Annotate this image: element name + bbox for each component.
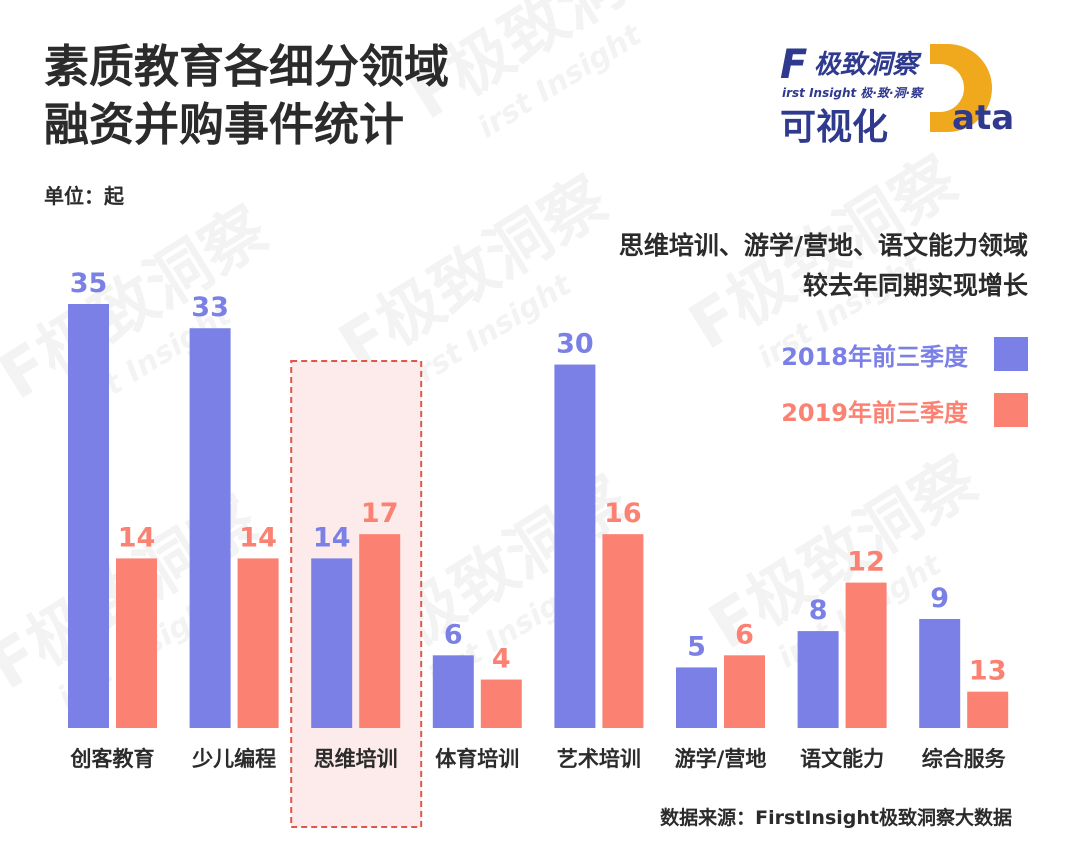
category-label-4: 艺术培训	[557, 747, 641, 771]
bar-2019-7	[967, 691, 1009, 728]
value-label-2018-6: 8	[809, 595, 828, 626]
value-label-2018-0: 35	[70, 268, 108, 299]
category-label-7: 综合服务	[922, 747, 1007, 771]
value-label-2019-0: 14	[118, 522, 156, 553]
annotation-line-1: 思维培训、游学/营地、语文能力领域	[618, 231, 1028, 260]
category-label-6: 语文能力	[800, 747, 884, 771]
logo-visualization-text: 可视化	[780, 107, 889, 148]
bar-2018-4	[554, 364, 596, 728]
chart-title-line-1: 素质教育各细分领域	[44, 40, 450, 93]
category-label-0: 创客教育	[70, 747, 155, 771]
legend-swatch-2018	[994, 337, 1028, 371]
bar-2018-1	[189, 328, 231, 728]
brand-logo: F 极致洞察 irst Insight 极·致·洞·察 可视化 ata	[780, 36, 1040, 148]
value-label-2018-7: 9	[930, 583, 949, 614]
value-label-2019-5: 6	[735, 619, 754, 650]
unit-label: 单位：起	[44, 184, 124, 208]
bar-2019-5	[724, 655, 765, 728]
legend-swatch-2019	[994, 393, 1028, 427]
value-label-2019-6: 12	[847, 547, 885, 578]
value-label-2018-1: 33	[191, 292, 229, 323]
category-label-5: 游学/营地	[675, 747, 767, 771]
bar-2018-5	[676, 667, 717, 728]
bar-2019-4	[602, 534, 644, 728]
logo-f-mark: F	[780, 42, 808, 88]
bar-2018-6	[797, 631, 839, 728]
bar-2019-3	[480, 679, 522, 728]
annotation-line-2: 较去年同期实现增长	[802, 271, 1028, 300]
legend-label-2019: 2019年前三季度	[781, 398, 968, 427]
value-label-2019-3: 4	[492, 644, 511, 675]
value-label-2018-2: 14	[313, 522, 351, 553]
value-label-2019-4: 16	[604, 498, 642, 529]
value-label-2019-2: 17	[361, 498, 399, 529]
bar-2018-0	[68, 304, 109, 728]
bar-2018-3	[432, 655, 474, 728]
category-label-3: 体育培训	[435, 747, 519, 771]
data-source: 数据来源：FirstInsight极致洞察大数据	[660, 807, 1012, 829]
logo-brand-en: irst Insight 极·致·洞·察	[782, 86, 923, 100]
value-label-2018-4: 30	[556, 329, 594, 360]
bar-2019-2	[359, 534, 401, 728]
category-label-1: 少儿编程	[191, 747, 276, 771]
bar-2019-0	[116, 558, 157, 728]
legend: 2018年前三季度 2019年前三季度	[781, 326, 1028, 438]
value-label-2018-3: 6	[444, 619, 463, 650]
bar-2019-6	[845, 582, 887, 728]
legend-item-2018: 2018年前三季度	[781, 326, 1028, 382]
chart-title-line-2: 融资并购事件统计	[44, 98, 405, 151]
chart-title: 素质教育各细分领域 融资并购事件统计	[44, 38, 449, 154]
bar-2018-2	[311, 558, 353, 728]
legend-label-2018: 2018年前三季度	[781, 342, 968, 371]
annotation-note: 思维培训、游学/营地、语文能力领域 较去年同期实现增长	[619, 226, 1028, 306]
bar-2018-7	[919, 618, 961, 728]
bar-2019-1	[237, 558, 279, 728]
logo-brand-cn: 极致洞察	[814, 50, 919, 80]
legend-item-2019: 2019年前三季度	[781, 382, 1028, 438]
category-label-2: 思维培训	[314, 747, 398, 771]
value-label-2018-5: 5	[687, 631, 706, 662]
value-label-2019-1: 14	[239, 522, 277, 553]
value-label-2019-7: 13	[969, 656, 1007, 687]
logo-data-text: ata	[952, 98, 1015, 138]
